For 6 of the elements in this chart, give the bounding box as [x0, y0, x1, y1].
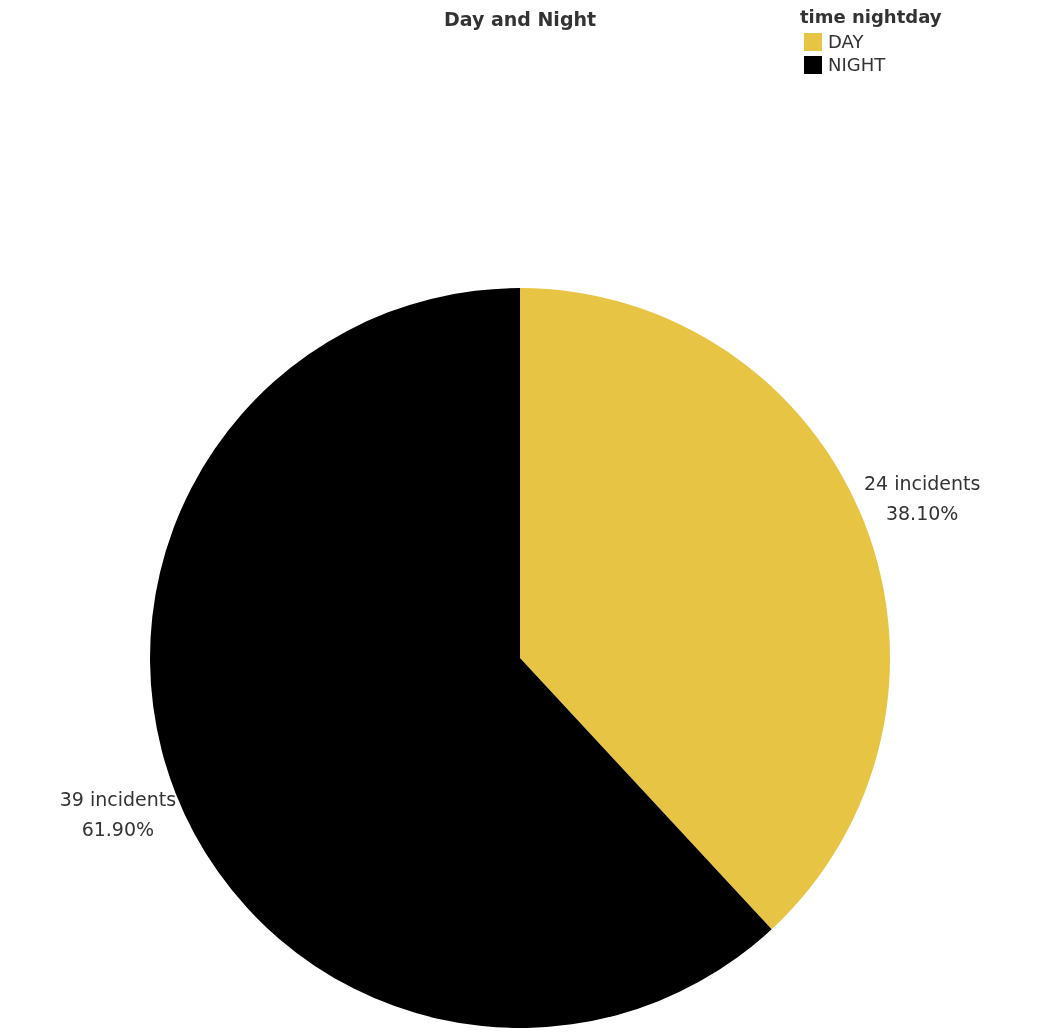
data-label: 24 incidents 38.10% [863, 472, 981, 525]
chart-title: Day and Night [443, 8, 597, 30]
legend-title: time nightday [800, 6, 942, 27]
data-label: 39 incidents 61.90% [59, 787, 177, 840]
legend-label: NIGHT [828, 54, 886, 75]
legend-label: DAY [828, 31, 864, 52]
